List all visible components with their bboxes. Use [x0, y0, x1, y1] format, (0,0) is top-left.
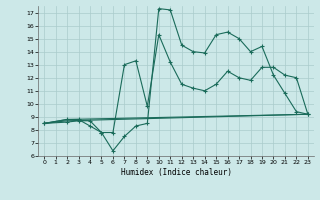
- X-axis label: Humidex (Indice chaleur): Humidex (Indice chaleur): [121, 168, 231, 177]
